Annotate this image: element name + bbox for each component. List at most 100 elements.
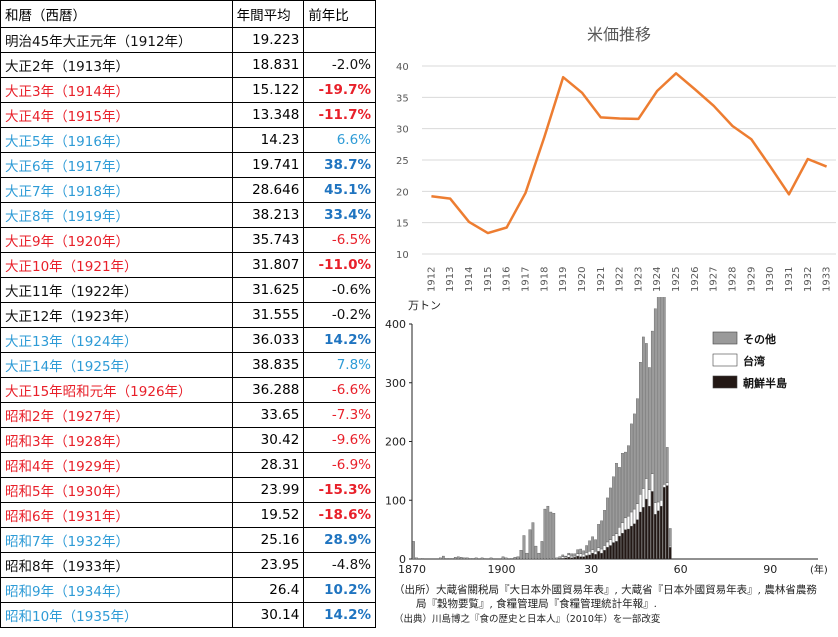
change-cell[interactable]: -0.6% [303, 277, 376, 303]
table-row: 大正11年（1922年） 31.625 -0.6% [0, 277, 376, 303]
change-cell[interactable]: -11.7% [303, 102, 376, 128]
x-tick-label: 1923 [633, 267, 644, 292]
change-cell[interactable]: 7.8% [303, 352, 376, 378]
average-cell[interactable]: 31.807 [231, 252, 305, 278]
bar-segment [573, 557, 577, 560]
change-cell[interactable]: 10.2% [303, 577, 376, 603]
change-cell[interactable]: -6.6% [303, 377, 376, 403]
era-cell[interactable]: 昭和5年（1930年） [0, 477, 233, 503]
average-cell[interactable]: 23.99 [231, 477, 305, 503]
bar-segment [468, 558, 472, 560]
era-cell[interactable]: 昭和9年（1934年） [0, 577, 233, 603]
era-cell[interactable]: 大正4年（1915年） [0, 102, 233, 128]
change-cell[interactable]: -11.0% [303, 252, 376, 278]
era-cell[interactable]: 昭和3年（1928年） [0, 427, 233, 453]
change-cell[interactable]: 45.1% [303, 177, 376, 203]
average-cell[interactable]: 28.31 [231, 452, 305, 478]
bar-segment [489, 557, 493, 560]
average-cell[interactable]: 31.555 [231, 302, 305, 328]
bar-segment [656, 501, 660, 511]
column-header[interactable]: 年間平均 [231, 0, 305, 28]
column-header[interactable]: 和暦（西暦） [0, 0, 233, 28]
average-cell[interactable]: 23.95 [231, 552, 305, 578]
x-tick-label: 1919 [558, 267, 569, 292]
change-cell[interactable]: 33.4% [303, 202, 376, 228]
x-tick-label: 1929 [746, 267, 757, 292]
average-cell[interactable]: 36.288 [231, 377, 305, 403]
era-cell[interactable]: 大正6年（1917年） [0, 152, 233, 178]
change-cell[interactable]: 14.2% [303, 327, 376, 353]
y-tick-label: 200 [385, 436, 406, 449]
era-cell[interactable]: 昭和7年（1932年） [0, 527, 233, 553]
era-cell[interactable]: 昭和8年（1933年） [0, 552, 233, 578]
change-cell[interactable]: -0.2% [303, 302, 376, 328]
change-cell[interactable]: -19.7% [303, 77, 376, 103]
average-cell[interactable]: 35.743 [231, 227, 305, 253]
era-cell[interactable]: 明治45年大正元年（1912年） [0, 27, 233, 53]
era-cell[interactable]: 昭和6年（1931年） [0, 502, 233, 528]
change-cell[interactable]: -18.6% [303, 502, 376, 528]
era-cell[interactable]: 大正13年（1924年） [0, 327, 233, 353]
column-header[interactable]: 前年比 [303, 0, 376, 28]
era-cell[interactable]: 大正2年（1913年） [0, 52, 233, 78]
average-cell[interactable]: 25.16 [231, 527, 305, 553]
era-cell[interactable]: 大正15年昭和元年（1926年） [0, 377, 233, 403]
average-cell[interactable]: 38.835 [231, 352, 305, 378]
rice-import-bar-chart: 万トン 0 100 200 300 400 1870 1900 30 60 90 (年) その他台湾… [385, 297, 828, 576]
legend-label: 朝鮮半島 [743, 376, 787, 390]
change-cell[interactable] [303, 27, 376, 53]
average-cell[interactable]: 28.646 [231, 177, 305, 203]
era-cell[interactable]: 大正8年（1919年） [0, 202, 233, 228]
change-cell[interactable]: -2.0% [303, 52, 376, 78]
average-cell[interactable]: 38.213 [231, 202, 305, 228]
average-cell[interactable]: 26.4 [231, 577, 305, 603]
era-cell[interactable]: 昭和2年（1927年） [0, 402, 233, 428]
change-cell[interactable]: 6.6% [303, 127, 376, 153]
average-cell[interactable]: 36.033 [231, 327, 305, 353]
bar-segment [564, 556, 568, 558]
table-row: 昭和9年（1934年） 26.4 10.2% [0, 577, 376, 603]
average-cell[interactable]: 18.831 [231, 52, 305, 78]
era-cell[interactable]: 大正11年（1922年） [0, 277, 233, 303]
average-cell[interactable]: 15.122 [231, 77, 305, 103]
era-cell[interactable]: 昭和10年（1935年） [0, 602, 233, 628]
bar-segment [636, 398, 639, 504]
era-cell[interactable]: 大正7年（1918年） [0, 177, 233, 203]
y-tick-label: 35 [396, 93, 409, 104]
average-cell[interactable]: 30.14 [231, 602, 305, 628]
change-cell[interactable]: -4.8% [303, 552, 376, 578]
change-cell[interactable]: -9.6% [303, 427, 376, 453]
spreadsheet-table: 和暦（西暦） 年間平均 前年比明治45年大正元年（1912年） 19.223 大正2年（… [0, 0, 376, 628]
bar-segment [650, 330, 654, 474]
era-cell[interactable]: 大正10年（1921年） [0, 252, 233, 278]
average-cell[interactable]: 13.348 [231, 102, 305, 128]
average-cell[interactable]: 33.65 [231, 402, 305, 428]
era-cell[interactable]: 昭和4年（1929年） [0, 452, 233, 478]
average-cell[interactable]: 14.23 [231, 127, 305, 153]
bar-segment [600, 548, 603, 554]
change-cell[interactable]: -15.3% [303, 477, 376, 503]
era-cell[interactable]: 大正14年（1925年） [0, 352, 233, 378]
x-tick-label: 1928 [728, 267, 739, 292]
era-cell[interactable]: 大正12年（1923年） [0, 302, 233, 328]
change-cell[interactable]: -6.9% [303, 452, 376, 478]
bar-segment [597, 547, 600, 552]
change-cell[interactable]: -7.3% [303, 402, 376, 428]
average-cell[interactable]: 31.625 [231, 277, 305, 303]
era-cell[interactable]: 大正9年（1920年） [0, 227, 233, 253]
bar-segment [612, 542, 615, 560]
average-cell[interactable]: 19.52 [231, 502, 305, 528]
y-tick-label: 15 [396, 219, 409, 230]
average-cell[interactable]: 19.741 [231, 152, 305, 178]
change-cell[interactable]: 28.9% [303, 527, 376, 553]
change-cell[interactable]: -6.5% [303, 227, 376, 253]
era-cell[interactable]: 大正3年（1914年） [0, 77, 233, 103]
average-cell[interactable]: 30.42 [231, 427, 305, 453]
change-cell[interactable]: 14.2% [303, 602, 376, 628]
bar-segment [531, 522, 535, 560]
bar-segment [585, 555, 588, 560]
era-cell[interactable]: 大正5年（1916年） [0, 127, 233, 153]
average-cell[interactable]: 19.223 [231, 27, 305, 53]
table-row: 大正6年（1917年） 19.741 38.7% [0, 152, 376, 178]
change-cell[interactable]: 38.7% [303, 152, 376, 178]
